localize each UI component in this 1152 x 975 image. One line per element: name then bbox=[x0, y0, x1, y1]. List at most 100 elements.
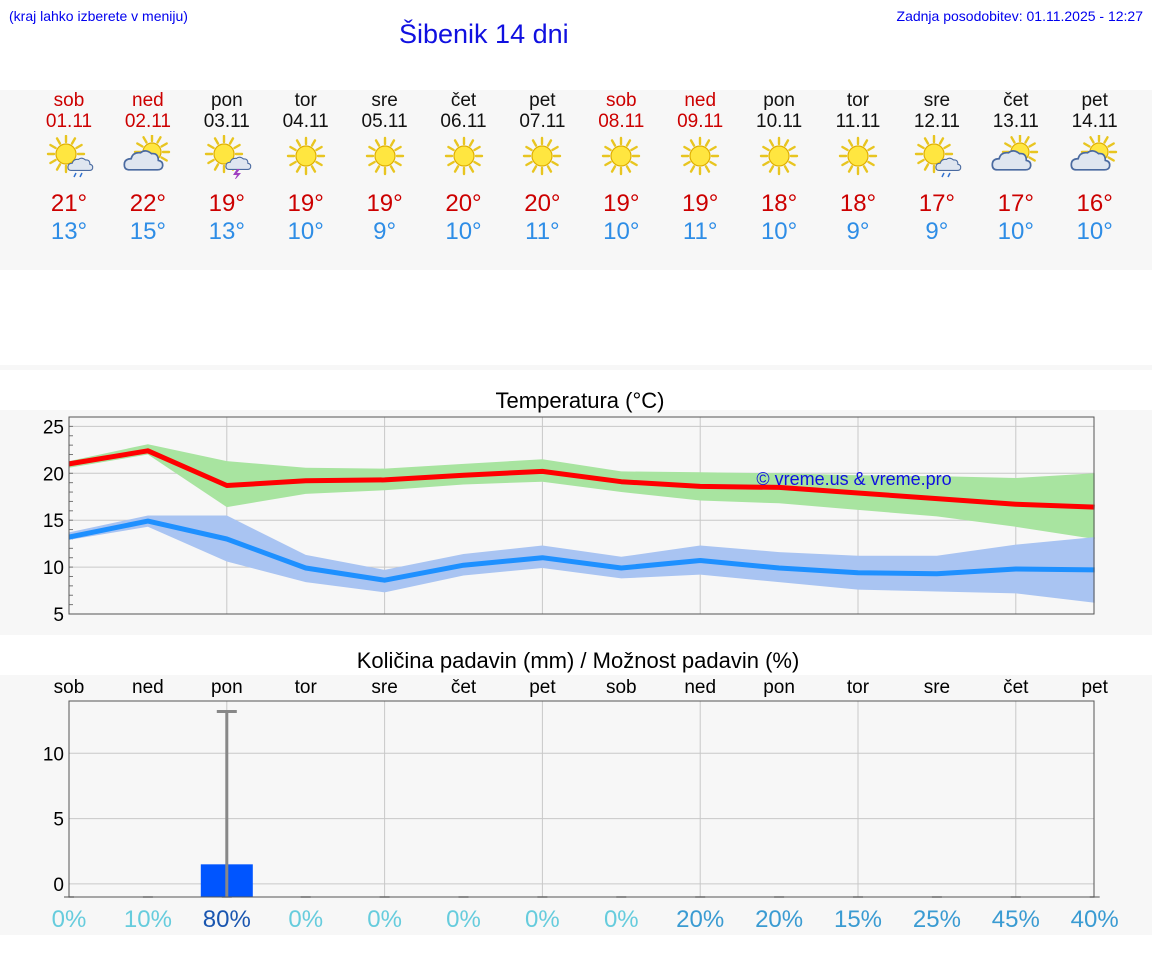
precipitation-probability-label: 45% bbox=[992, 906, 1040, 933]
day-date: 10.11 bbox=[756, 111, 803, 132]
sun-cloud-rain-icon bbox=[914, 135, 962, 178]
forecast-day: pet 14.11 16° 10° bbox=[1050, 90, 1140, 246]
precipitation-chart-title: Količina padavin (mm) / Možnost padavin … bbox=[357, 648, 800, 673]
max-temperature-line bbox=[68, 448, 1095, 510]
day-name: ned bbox=[132, 90, 164, 111]
max-temperature: 20° bbox=[445, 190, 482, 217]
precipitation-day-label: ned bbox=[684, 677, 716, 698]
forecast-day: čet 13.11 17° 10° bbox=[971, 90, 1061, 246]
min-temperature: 9° bbox=[925, 218, 949, 245]
precipitation-probability-label: 0% bbox=[525, 906, 560, 933]
forecast-band bbox=[0, 90, 1152, 270]
day-date: 04.11 bbox=[282, 111, 329, 132]
y-tick-label: 10 bbox=[43, 744, 64, 765]
max-temperature: 19° bbox=[287, 190, 324, 217]
precipitation-day-label: sob bbox=[54, 677, 85, 698]
min-temperature: 10° bbox=[603, 218, 640, 245]
day-name: čet bbox=[1003, 90, 1029, 111]
precipitation-day-label: sre bbox=[371, 677, 397, 698]
last-update-text: Zadnja posodobitev: 01.11.2025 - 12:27 bbox=[896, 8, 1143, 24]
min-temperature: 13° bbox=[50, 218, 88, 245]
precipitation-probability-label: 0% bbox=[604, 906, 639, 933]
sun-icon bbox=[759, 136, 799, 176]
temperature-chart: 5 10 15 20 25 © vreme.us & vreme.pro bbox=[43, 416, 1095, 626]
day-date: 02.11 bbox=[124, 111, 171, 132]
precipitation-probability-label: 15% bbox=[834, 906, 882, 933]
y-tick-label: 15 bbox=[43, 511, 64, 532]
day-name: sre bbox=[371, 90, 398, 111]
precipitation-probability-label: 0% bbox=[367, 906, 402, 933]
y-tick-label: 10 bbox=[43, 558, 64, 579]
min-temperature: 11° bbox=[525, 218, 560, 245]
precipitation-chart: 0 5 10 sob ned pon tor sre čet pet sob ned pon tor sre… bbox=[43, 677, 1119, 933]
precipitation-probability-label: 0% bbox=[52, 906, 87, 933]
forecast-day: tor 11.11 18° 9° bbox=[813, 90, 903, 246]
max-temperature: 18° bbox=[839, 190, 877, 217]
cloudy-sun-icon bbox=[123, 135, 171, 171]
temperature-chart-title: Temperatura (°C) bbox=[496, 388, 665, 413]
precipitation-day-label: ned bbox=[132, 677, 164, 698]
sun-icon bbox=[602, 136, 641, 176]
forecast-day: pon 10.11 18° 10° bbox=[734, 90, 824, 246]
min-temperature: 15° bbox=[129, 218, 167, 245]
day-name: pet bbox=[1081, 90, 1108, 111]
location-hint-link[interactable]: (kraj lahko izberete v meniju) bbox=[9, 8, 188, 24]
precipitation-day-label: tor bbox=[295, 677, 318, 698]
forecast-day: ned 02.11 22° 15° bbox=[103, 90, 193, 246]
max-temperature: 21° bbox=[50, 190, 88, 217]
min-temperature: 10° bbox=[445, 218, 482, 245]
sun-icon bbox=[523, 136, 562, 176]
min-temperature: 10° bbox=[997, 218, 1034, 245]
day-date: 11.11 bbox=[835, 111, 881, 132]
min-temperature: 9° bbox=[373, 218, 397, 245]
cloudy-sun-icon bbox=[1070, 135, 1117, 171]
sun-cloud-rain-icon bbox=[46, 135, 94, 178]
y-tick-label: 0 bbox=[53, 875, 64, 896]
sun-icon bbox=[680, 136, 720, 176]
precipitation-plot-frame bbox=[68, 700, 1095, 898]
day-date: 03.11 bbox=[203, 111, 250, 132]
day-name: sre bbox=[923, 90, 951, 111]
forecast-day: pet 07.11 20° 11° bbox=[497, 90, 587, 246]
max-temperature: 17° bbox=[997, 190, 1034, 217]
day-date: 14.11 bbox=[1071, 111, 1118, 132]
min-temperature-range-band bbox=[69, 515, 1095, 603]
y-tick-label: 5 bbox=[53, 605, 64, 626]
forecast-day: ned 09.11 19° 11° bbox=[655, 90, 745, 246]
y-tick-label: 20 bbox=[43, 464, 64, 485]
precipitation-day-label: pet bbox=[529, 677, 556, 698]
divider-band bbox=[0, 365, 1152, 370]
day-name: sob bbox=[53, 90, 85, 111]
min-temperature: 10° bbox=[1076, 218, 1113, 245]
day-name: ned bbox=[684, 90, 717, 111]
max-temperature: 17° bbox=[918, 190, 956, 217]
precipitation-probability-label: 40% bbox=[1071, 906, 1119, 933]
precipitation-day-label: tor bbox=[847, 677, 870, 698]
precipitation-day-label: sob bbox=[606, 677, 637, 698]
day-name: pon bbox=[210, 90, 243, 111]
day-name: tor bbox=[846, 90, 870, 111]
day-date: 13.11 bbox=[992, 111, 1039, 132]
min-temperature: 10° bbox=[287, 218, 324, 245]
forecast-day: sob 08.11 19° 10° bbox=[576, 90, 666, 246]
min-temperature: 10° bbox=[760, 218, 798, 245]
day-date: 08.11 bbox=[598, 111, 645, 132]
forecast-day: tor 04.11 19° 10° bbox=[261, 90, 351, 246]
forecast-day: sre 12.11 17° 9° bbox=[892, 90, 982, 246]
day-date: 09.11 bbox=[677, 111, 724, 132]
forecast-day: sob 01.11 21° 13° bbox=[24, 90, 114, 246]
watermark: © vreme.us & vreme.pro bbox=[756, 469, 951, 489]
max-temperature-range-band bbox=[69, 444, 1095, 539]
precipitation-day-label: pet bbox=[1081, 677, 1108, 698]
day-date: 01.11 bbox=[45, 111, 93, 132]
precipitation-day-label: pon bbox=[763, 677, 795, 698]
day-date: 06.11 bbox=[440, 111, 487, 132]
max-temperature: 19° bbox=[682, 190, 719, 217]
day-date: 12.11 bbox=[913, 111, 960, 132]
day-name: sob bbox=[605, 90, 637, 111]
max-temperature: 19° bbox=[603, 190, 640, 217]
precipitation-probability-label: 0% bbox=[288, 906, 323, 933]
page-title: Šibenik 14 dni bbox=[399, 19, 569, 49]
day-date: 05.11 bbox=[361, 111, 408, 132]
